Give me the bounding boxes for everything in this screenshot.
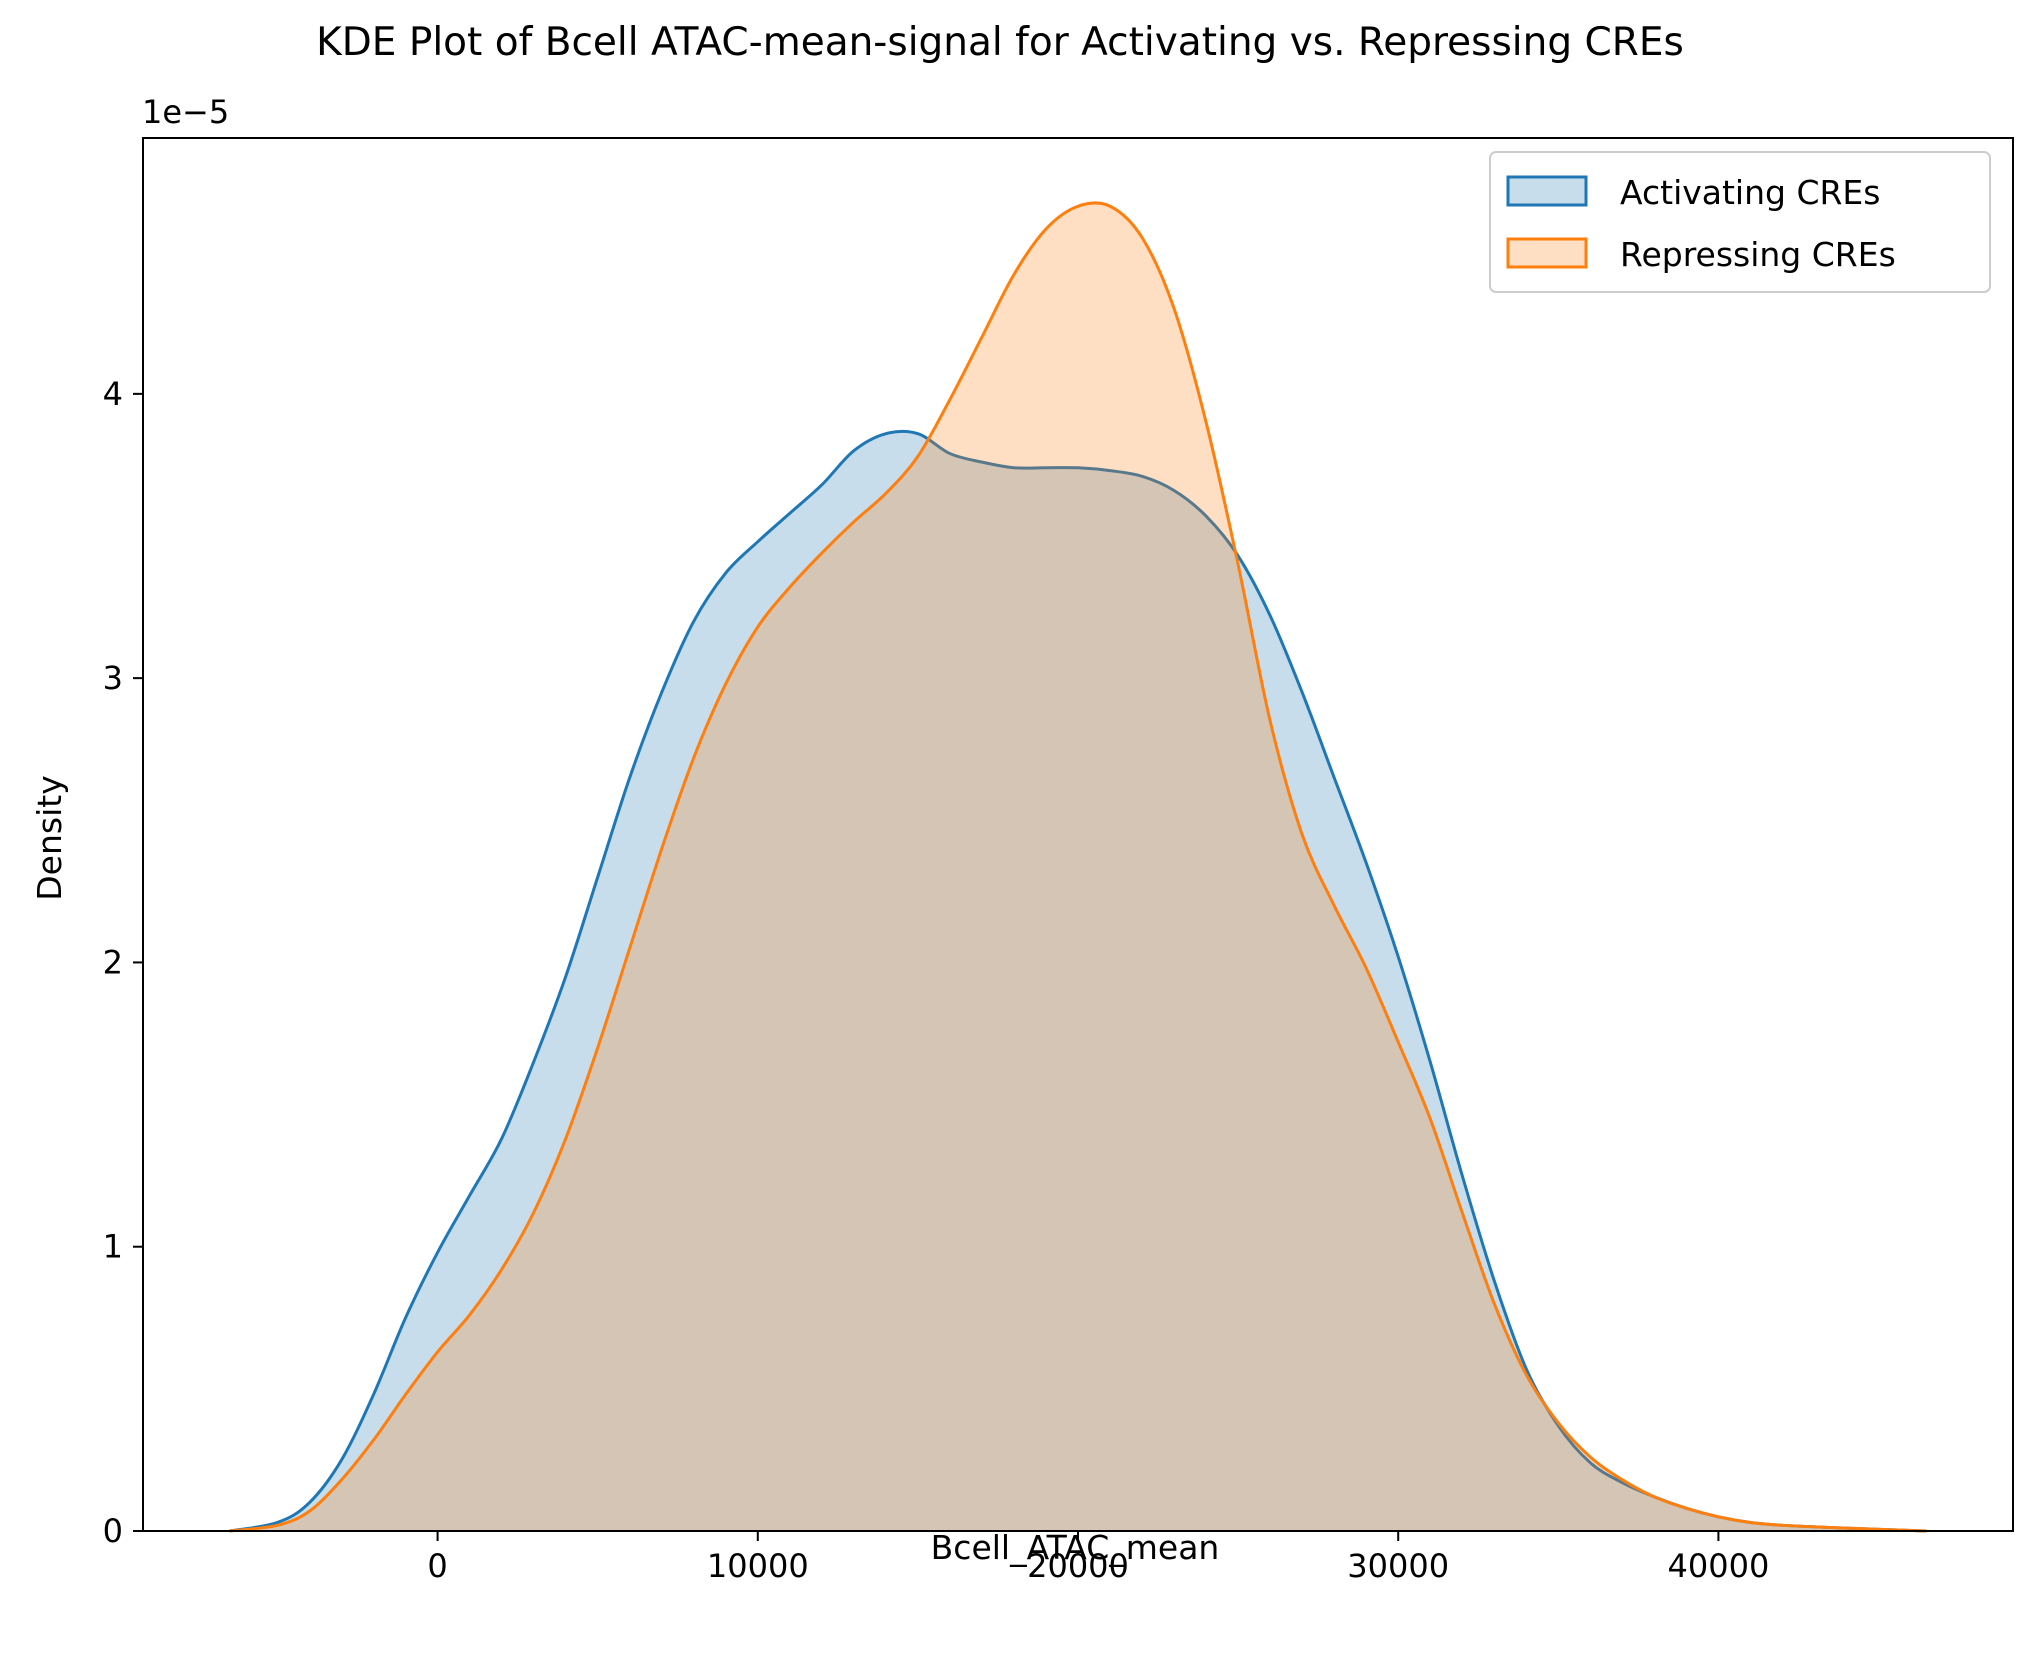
y-tick-label: 2	[103, 943, 123, 981]
x-tick-label: 30000	[1347, 1547, 1449, 1585]
legend-swatch-1	[1506, 237, 1588, 269]
series-layer	[229, 201, 1927, 1533]
chart-title: KDE Plot of Bcell ATAC-mean-signal for A…	[316, 20, 1684, 65]
legend-swatch-0	[1506, 175, 1588, 207]
y-axis: 0 1 2 3 4	[103, 375, 143, 1550]
y-tick-label: 4	[103, 375, 123, 413]
y-tick-label: 3	[103, 659, 123, 697]
series-line-0	[229, 429, 1927, 1533]
x-tick-label: 10000	[707, 1547, 809, 1585]
y-tick-label: 1	[103, 1228, 123, 1266]
series-area-1	[229, 202, 1927, 1532]
y-offset-label: 1e−5	[142, 93, 229, 131]
series-area-0	[229, 431, 1927, 1531]
series-line-1	[229, 201, 1927, 1533]
x-axis-label: Bcell_ATAC_mean	[931, 1528, 1220, 1567]
x-tick-label: 0	[427, 1547, 447, 1585]
y-axis-label: Density	[30, 775, 69, 900]
legend-label-1: Repressing CREs	[1620, 235, 1896, 274]
legend-box	[1489, 151, 1991, 293]
x-tick-label: 40000	[1668, 1547, 1770, 1585]
legend-label-0: Activating CREs	[1620, 173, 1880, 212]
legend: Activating CREs Repressing CREs	[1489, 151, 1991, 293]
y-tick-label: 0	[103, 1512, 123, 1550]
x-tick-label: 20000	[1027, 1547, 1129, 1585]
x-axis: 0 10000 20000 30000 40000	[427, 1531, 1769, 1585]
